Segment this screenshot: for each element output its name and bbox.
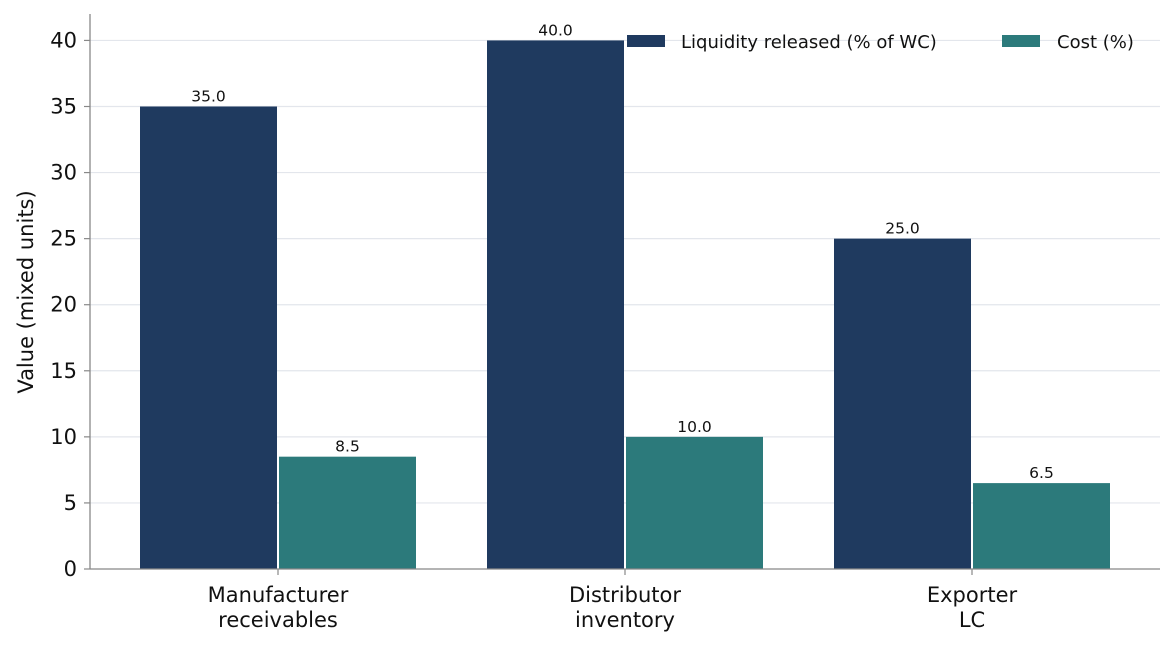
legend: Liquidity released (% of WC) Cost (%) (627, 32, 1134, 53)
bar-liquidity-1 (487, 40, 624, 569)
y-tick-label: 0 (64, 557, 77, 581)
y-ticks: 0 5 10 15 20 25 30 35 40 (50, 28, 90, 581)
x-tick-label-line: Distributor (569, 583, 681, 607)
x-tick-label-line: receivables (218, 608, 338, 632)
bar-cost-0 (279, 456, 416, 569)
x-tick-label-line: LC (959, 608, 985, 632)
legend-label: Liquidity released (% of WC) (681, 32, 937, 53)
data-labels: 35.0 8.5 40.0 10.0 25.0 6.5 (191, 21, 1054, 482)
bar-value-label: 8.5 (335, 438, 360, 456)
x-tick-label: Manufacturer receivables (208, 583, 349, 632)
bar-value-label: 10.0 (677, 418, 712, 436)
x-tick-label: Exporter LC (927, 583, 1018, 632)
legend-swatch (1002, 35, 1040, 47)
bar-value-label: 40.0 (538, 21, 573, 39)
y-axis-title: Value (mixed units) (14, 190, 38, 393)
x-tick-label-line: Manufacturer (208, 583, 349, 607)
y-tick-label: 5 (64, 491, 77, 515)
x-tick-label: Distributor inventory (569, 583, 681, 632)
x-ticks: Manufacturer receivables Distributor invent… (208, 569, 1018, 632)
y-tick-label: 30 (50, 161, 77, 185)
y-tick-label: 20 (50, 293, 77, 317)
bars (140, 40, 1110, 569)
bar-liquidity-2 (834, 238, 971, 569)
x-tick-label-line: inventory (575, 608, 675, 632)
bar-value-label: 25.0 (885, 220, 920, 238)
bar-cost-2 (973, 483, 1110, 569)
y-tick-label: 25 (50, 227, 77, 251)
bar-value-label: 35.0 (191, 88, 226, 106)
bar-cost-1 (626, 436, 763, 569)
legend-label: Cost (%) (1057, 32, 1134, 53)
legend-swatch (627, 35, 665, 47)
bar-value-label: 6.5 (1029, 464, 1054, 482)
y-tick-label: 10 (50, 425, 77, 449)
y-tick-label: 35 (50, 95, 77, 119)
y-tick-label: 15 (50, 359, 77, 383)
bar-liquidity-0 (140, 106, 277, 569)
x-tick-label-line: Exporter (927, 583, 1018, 607)
y-tick-label: 40 (50, 28, 77, 52)
